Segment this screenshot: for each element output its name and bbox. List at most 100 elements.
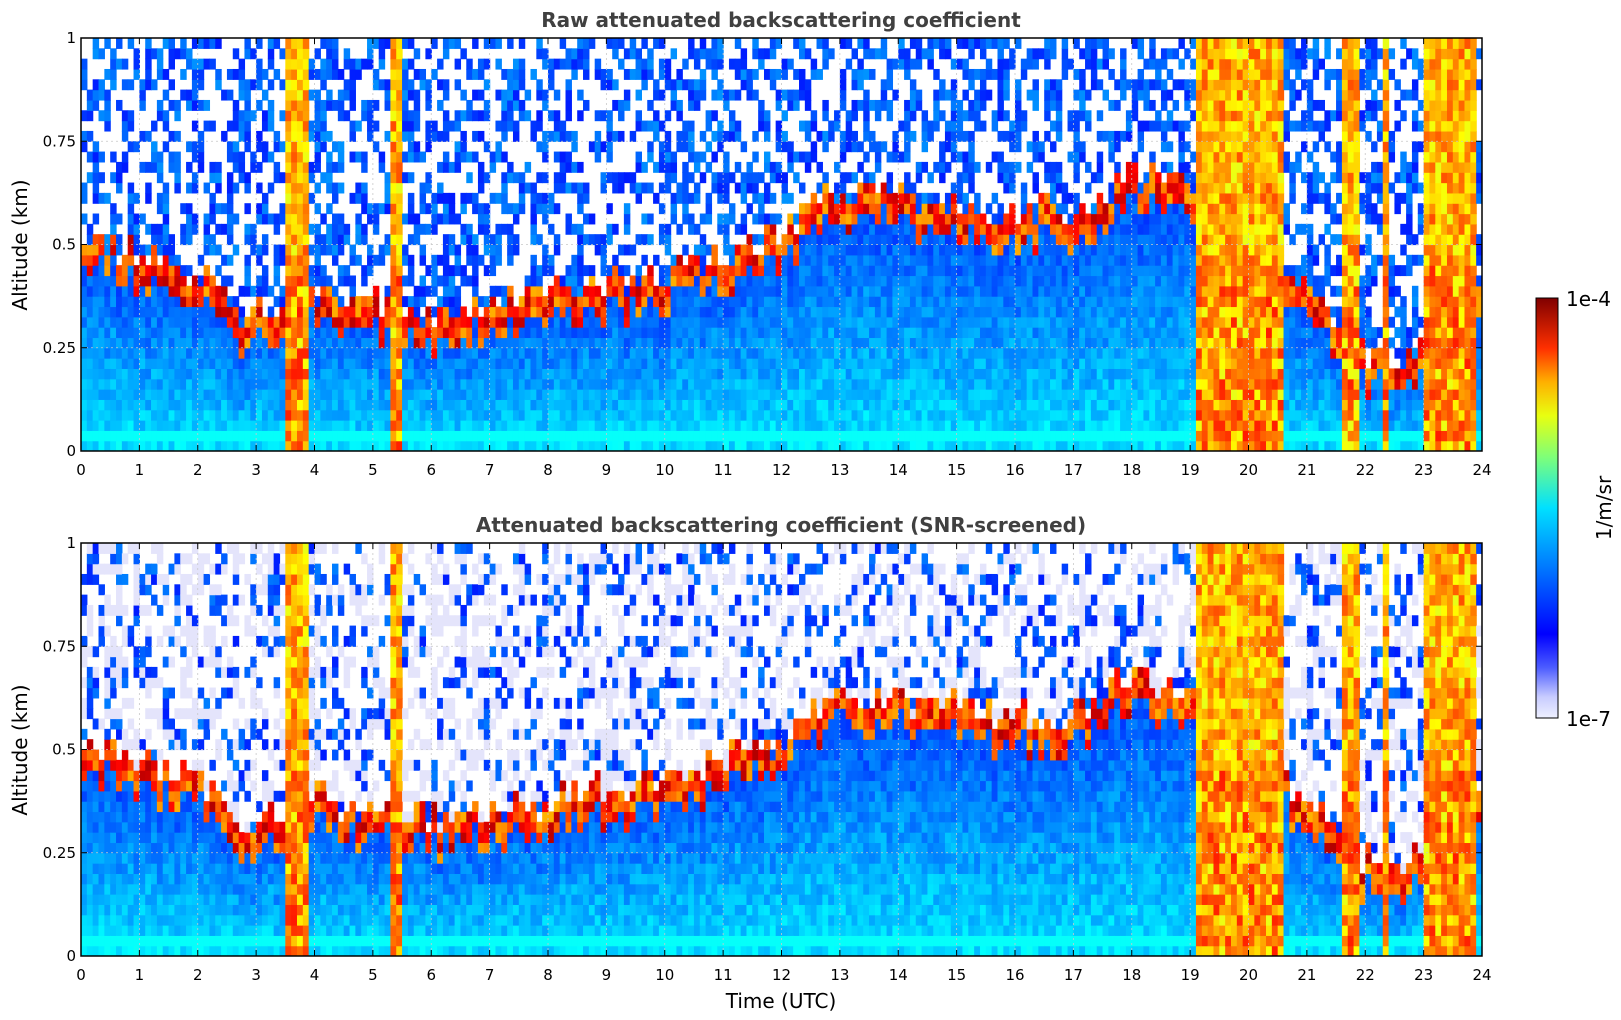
heatmap-cell <box>682 399 689 411</box>
heatmap-cell <box>320 337 327 349</box>
heatmap-cell <box>717 337 724 349</box>
heatmap-cell <box>186 141 193 153</box>
heatmap-cell <box>186 48 193 60</box>
heatmap-cell <box>962 327 969 339</box>
heatmap-cell <box>402 337 409 349</box>
heatmap-cell <box>518 399 526 411</box>
heatmap-cell <box>723 316 730 328</box>
heatmap-cell <box>769 306 777 318</box>
heatmap-cell <box>1044 409 1051 421</box>
heatmap-cell <box>186 430 193 442</box>
heatmap-cell <box>285 120 292 132</box>
heatmap-cell <box>1050 223 1057 235</box>
heatmap-cell <box>734 58 742 70</box>
heatmap-cell <box>454 79 462 91</box>
heatmap-cell <box>454 337 462 349</box>
heatmap-cell <box>781 244 788 256</box>
heatmap-cell <box>174 265 181 277</box>
heatmap-cell <box>991 430 999 442</box>
heatmap-cell <box>402 38 409 49</box>
heatmap-cell <box>606 265 613 277</box>
heatmap-cell <box>402 420 409 431</box>
heatmap-cell <box>1003 316 1010 328</box>
heatmap-cell <box>985 203 993 215</box>
heatmap-cell <box>822 244 829 256</box>
heatmap-cell <box>162 337 170 349</box>
heatmap-cell <box>565 440 572 451</box>
heatmap-cell <box>226 420 234 431</box>
heatmap-cell <box>197 161 205 173</box>
heatmap-cell <box>939 440 946 451</box>
heatmap-cell <box>302 337 310 349</box>
heatmap-cell <box>442 38 450 49</box>
heatmap-cell <box>1050 161 1057 173</box>
heatmap-cell <box>1015 275 1022 287</box>
heatmap-cell <box>448 337 456 349</box>
heatmap-cell <box>682 440 689 451</box>
heatmap-cell <box>419 223 427 235</box>
heatmap-cell <box>676 368 683 380</box>
heatmap-cell <box>752 192 759 204</box>
heatmap-cell <box>606 68 613 80</box>
heatmap-cell <box>816 378 823 390</box>
heatmap-cell <box>501 389 508 400</box>
heatmap-cell <box>799 358 806 369</box>
heatmap-cell <box>162 420 170 431</box>
heatmap-cell <box>308 420 316 431</box>
heatmap-cell <box>104 337 111 349</box>
heatmap-cell <box>1061 223 1069 235</box>
heatmap-cell <box>588 368 596 380</box>
heatmap-cell <box>1009 347 1016 359</box>
heatmap-cell <box>571 223 578 235</box>
heatmap-cell <box>693 347 701 359</box>
heatmap-cell <box>419 430 427 442</box>
heatmap-cell <box>682 265 689 277</box>
heatmap-cell <box>542 368 549 380</box>
heatmap-cell <box>676 254 683 266</box>
heatmap-cell <box>361 389 368 400</box>
heatmap-cell <box>472 316 479 328</box>
heatmap-cell <box>174 151 181 163</box>
heatmap-cell <box>507 409 514 421</box>
heatmap-cell <box>629 399 637 411</box>
heatmap-cell <box>734 409 742 421</box>
heatmap-cell <box>86 89 94 101</box>
heatmap-cell <box>728 358 736 369</box>
heatmap-cell <box>256 244 263 256</box>
heatmap-cell <box>413 110 421 122</box>
heatmap-cell <box>127 192 135 204</box>
heatmap-cell <box>904 203 911 215</box>
heatmap-cell <box>448 368 456 380</box>
heatmap-cell <box>944 399 952 411</box>
heatmap-cell <box>507 440 514 451</box>
heatmap-cell <box>933 161 940 173</box>
heatmap-cell <box>495 254 502 266</box>
heatmap-cell <box>86 130 94 142</box>
heatmap-cell <box>477 327 485 339</box>
heatmap-cell <box>390 337 397 349</box>
heatmap-cell <box>641 275 648 287</box>
heatmap-cell <box>145 79 152 91</box>
heatmap-cell <box>390 347 397 359</box>
heatmap-cell <box>261 368 269 380</box>
heatmap-cell <box>962 110 969 122</box>
heatmap-cell <box>944 244 952 256</box>
heatmap-cell <box>723 285 730 297</box>
heatmap-cell <box>308 285 316 297</box>
heatmap-cell <box>121 409 129 421</box>
heatmap-cell <box>361 327 368 339</box>
heatmap-cell <box>197 358 205 369</box>
heatmap-cell <box>647 141 654 153</box>
heatmap-cell <box>962 378 969 390</box>
heatmap-cell <box>244 275 251 287</box>
heatmap-cell <box>979 223 987 235</box>
heatmap-cell <box>116 368 123 380</box>
heatmap-cell <box>1003 368 1010 380</box>
heatmap-cell <box>238 58 246 70</box>
heatmap-cell <box>588 420 596 431</box>
heatmap-cell <box>361 203 368 215</box>
heatmap-cell <box>834 409 841 421</box>
heatmap-cell <box>261 192 269 204</box>
heatmap-cell <box>746 265 753 277</box>
heatmap-cell <box>577 192 584 204</box>
